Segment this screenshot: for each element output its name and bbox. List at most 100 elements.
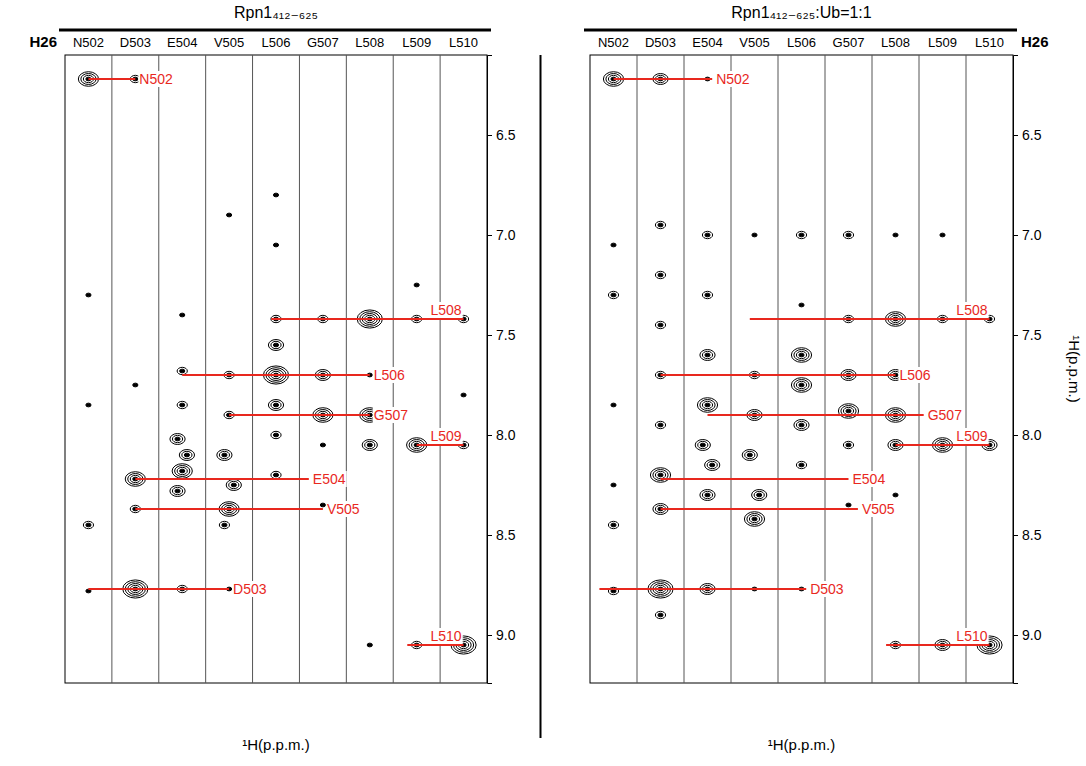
strip-label: D503 — [645, 35, 676, 50]
peak — [697, 398, 717, 413]
contour — [219, 521, 229, 528]
assignment-label: G507 — [374, 407, 408, 423]
peak — [172, 464, 192, 479]
contour — [227, 213, 232, 217]
contour — [742, 450, 757, 461]
strip-label: L509 — [402, 35, 431, 50]
contour — [273, 343, 278, 347]
x-axis-title: ¹H(p.p.m.) — [242, 736, 310, 753]
contour — [217, 450, 232, 461]
contour — [702, 491, 712, 498]
contour — [796, 381, 806, 388]
contour — [273, 473, 278, 477]
strip-divider — [966, 55, 967, 683]
axis-line — [488, 56, 493, 684]
contour — [320, 443, 325, 447]
contour — [222, 523, 227, 527]
contour — [702, 401, 712, 408]
contour — [749, 515, 759, 522]
contour — [177, 467, 187, 474]
tick-mark — [487, 535, 492, 536]
contour — [273, 243, 278, 247]
contour — [611, 523, 616, 527]
assignment-line — [88, 78, 135, 80]
contour — [843, 441, 853, 448]
strip-label: N502 — [73, 35, 104, 50]
assignment-line — [614, 78, 713, 80]
contour — [320, 503, 325, 507]
contour — [794, 380, 809, 391]
contour — [700, 350, 715, 361]
contour — [799, 383, 804, 387]
label-patch — [955, 302, 988, 318]
peak — [742, 450, 757, 461]
assignment-label: L506 — [900, 367, 931, 383]
contour — [650, 468, 670, 483]
contour — [940, 233, 945, 237]
contour — [747, 453, 752, 457]
contour — [461, 393, 466, 397]
peak — [271, 471, 281, 478]
contour — [180, 403, 185, 407]
strip-label: L510 — [975, 35, 1004, 50]
strip-label: L508 — [881, 35, 910, 50]
panel-separator — [540, 55, 542, 738]
assignment-line — [661, 478, 849, 480]
assignment-label: L509 — [430, 428, 461, 444]
header-bar — [584, 29, 1017, 32]
peak — [367, 643, 372, 647]
contour — [229, 481, 239, 488]
peak — [362, 440, 377, 451]
label-patch — [138, 71, 174, 87]
assignment-label: E504 — [853, 471, 886, 487]
assignment-line — [407, 644, 463, 646]
contour — [752, 517, 757, 521]
tick: 6.5 — [487, 127, 516, 143]
tick-mark — [1013, 535, 1018, 536]
assignment-label: N502 — [139, 71, 173, 87]
assignment-line — [661, 508, 858, 510]
assignment-label: N502 — [716, 71, 750, 87]
contour — [702, 291, 712, 298]
assignment-label: L508 — [430, 302, 461, 318]
contour — [838, 404, 858, 419]
contour — [170, 434, 185, 445]
contour — [170, 486, 185, 497]
tick: 8.0 — [487, 427, 516, 443]
assignment-line — [135, 478, 308, 480]
contour — [86, 403, 91, 407]
assignment-label: D503 — [810, 581, 844, 597]
assignment-label: L510 — [430, 628, 461, 644]
panel-title: Rpn1₄₁₂₋₆₂₅:Ub=1:1 — [731, 4, 872, 21]
strip-label: N502 — [598, 35, 629, 50]
peak — [655, 321, 665, 328]
contour — [658, 613, 663, 617]
plot-frame — [590, 55, 1013, 683]
tick-label: 8.0 — [1022, 427, 1042, 443]
contour — [611, 403, 616, 407]
label-patch — [861, 501, 896, 517]
contour — [271, 431, 281, 438]
contour — [268, 340, 283, 351]
contour — [655, 471, 665, 478]
contour — [843, 231, 853, 238]
contour — [608, 521, 618, 528]
assignment-line — [135, 508, 323, 510]
peak — [414, 283, 419, 287]
plot-area — [78, 72, 476, 654]
tick-label: 7.0 — [496, 227, 516, 243]
x-axis-title: ¹H(p.p.m.) — [768, 736, 836, 753]
strip-label: V505 — [739, 35, 769, 50]
figure: Rpn1₄₁₂₋₆₂₅N502D503E504V505L506G507L508L… — [0, 0, 1086, 766]
contour — [799, 303, 804, 307]
peak — [611, 483, 616, 487]
peak — [700, 490, 715, 501]
contour — [791, 348, 811, 363]
contour — [705, 460, 720, 471]
label-patch — [715, 71, 751, 87]
label-patch — [429, 628, 462, 644]
assignment-line — [271, 318, 463, 320]
contour — [180, 313, 185, 317]
contour — [179, 450, 194, 461]
peak — [838, 404, 858, 419]
